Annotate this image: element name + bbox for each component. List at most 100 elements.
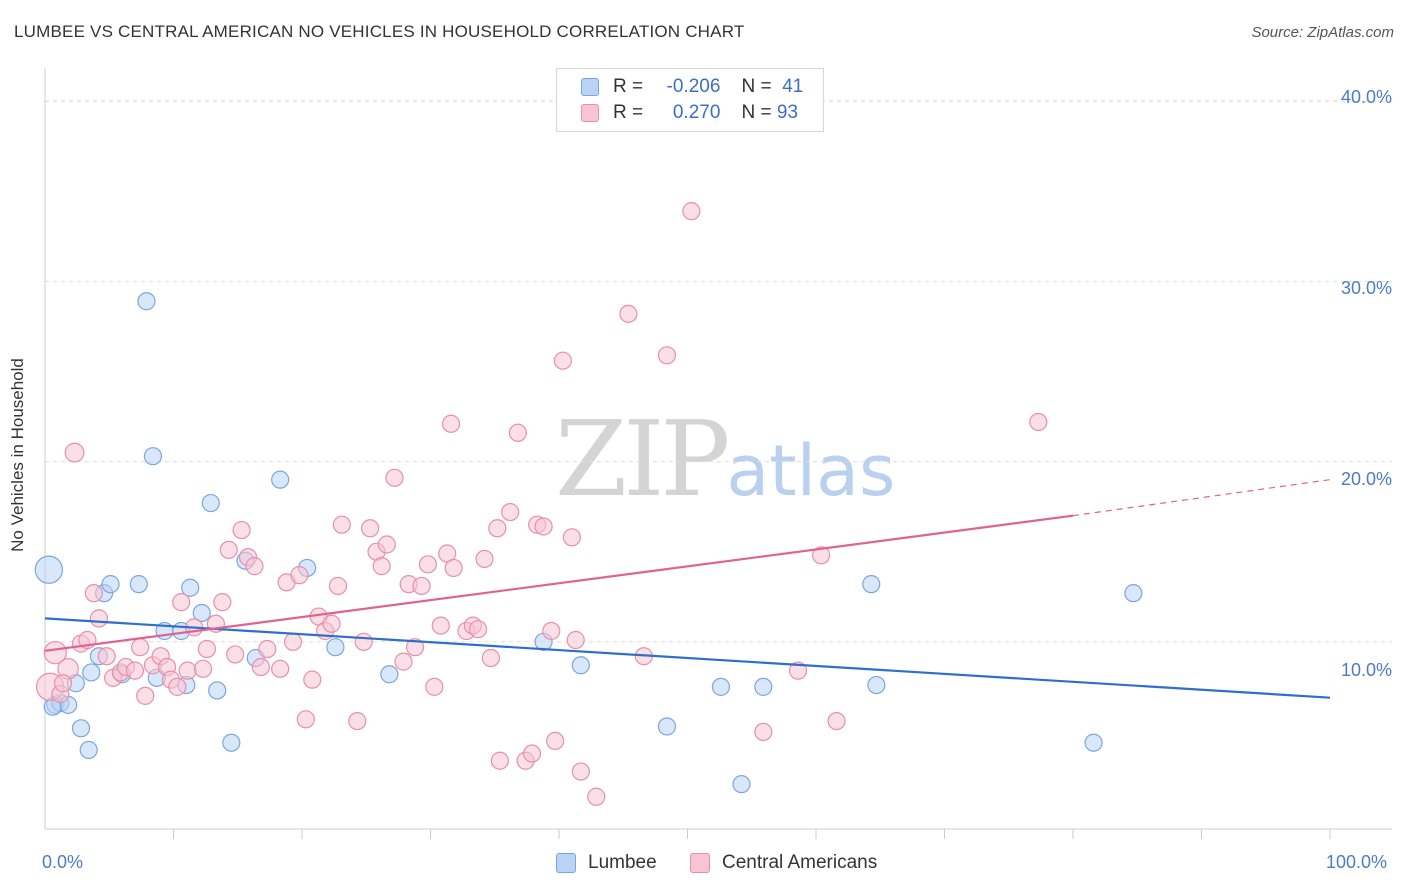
central-americans-point — [394, 652, 413, 671]
lumbee-legend-label: Lumbee — [588, 852, 657, 873]
lumbee-points — [34, 292, 1143, 794]
central-americans-point — [168, 677, 187, 696]
central-trend-line — [44, 514, 1074, 652]
lumbee-point — [208, 681, 227, 700]
lumbee-point — [34, 555, 64, 584]
watermark-atlas: atlas — [726, 430, 896, 512]
lumbee-point — [657, 717, 677, 736]
y-tick-20: 20.0% — [1340, 469, 1392, 489]
lumbee-point — [137, 292, 156, 311]
legend-n-label: N = — [741, 102, 772, 123]
lumbee-point — [326, 638, 345, 657]
central-americans-point — [328, 576, 348, 596]
central-americans-point — [377, 535, 396, 554]
central-americans-point — [193, 659, 213, 678]
lumbee-point — [380, 665, 399, 684]
central-americans-point — [418, 555, 438, 574]
central-americans-point — [812, 546, 831, 565]
central-americans-point — [172, 593, 191, 612]
source-label: Source: ZipAtlas.com — [1251, 24, 1394, 41]
central-americans-point — [296, 710, 315, 729]
lumbee-swatch — [581, 78, 599, 96]
central-americans-point — [754, 722, 773, 742]
central-americans-point — [827, 711, 846, 731]
central-americans-point — [322, 614, 341, 633]
central-americans-point — [1029, 412, 1048, 432]
central-americans-points — [35, 202, 1048, 806]
legend-r-label: R = — [613, 102, 644, 123]
central-americans-point — [587, 787, 606, 806]
central-americans-point — [788, 661, 808, 680]
legend-row-lumbee: R = -0.206 N = 41 — [581, 74, 803, 100]
lumbee-point — [271, 470, 290, 489]
lumbee-point — [862, 575, 881, 594]
legend-n-value: 93 — [776, 102, 799, 123]
central-americans-point — [245, 557, 264, 576]
lumbee-point — [1084, 733, 1103, 752]
lumbee-point — [143, 447, 163, 466]
central-americans-point — [64, 442, 85, 463]
central-americans-point — [84, 584, 103, 603]
legend-row-central: R = 0.270 N = 93 — [581, 100, 798, 126]
central-americans-point — [682, 202, 701, 221]
lumbee-point — [82, 663, 101, 682]
central-americans-point — [508, 423, 527, 442]
central-americans-point — [354, 632, 373, 651]
legend-r-value: 0.270 — [672, 102, 721, 123]
central-americans-point — [431, 616, 450, 635]
central-americans-point — [490, 751, 509, 770]
central-americans-point — [136, 686, 155, 705]
lumbee-point — [571, 656, 590, 675]
central-swatch — [581, 104, 599, 122]
legend-n-label: N = — [741, 76, 772, 97]
x-tick-0: 0.0% — [42, 852, 84, 872]
central-americans-point — [488, 519, 507, 538]
y-tick-10: 10.0% — [1340, 660, 1392, 680]
lumbee-point — [754, 677, 773, 696]
central-americans-point — [546, 731, 565, 751]
central-americans-point — [534, 517, 553, 536]
legend-item-lumbee: Lumbee — [556, 852, 657, 874]
legend-r-label: R = — [613, 76, 644, 97]
chart-title: LUMBEE VS CENTRAL AMERICAN NO VEHICLES I… — [14, 22, 745, 41]
central-trend-extension — [1072, 479, 1331, 517]
central-americans-point — [522, 744, 542, 763]
central-americans-point — [271, 659, 290, 678]
axes — [44, 68, 1392, 839]
central-americans-point — [251, 657, 270, 677]
central-americans-point — [571, 762, 590, 781]
central-americans-point — [619, 304, 638, 323]
central-americans-point — [130, 638, 150, 657]
legend-r-value: -0.206 — [666, 76, 721, 97]
central-legend-swatch — [690, 853, 710, 873]
central-americans-point — [441, 414, 461, 433]
lumbee-point — [129, 575, 148, 594]
central-americans-point — [213, 593, 232, 612]
central-americans-point — [385, 468, 404, 487]
watermark: ZIPatlas — [555, 398, 895, 520]
central-americans-point — [412, 576, 431, 596]
central-legend-label: Central Americans — [722, 852, 878, 873]
central-americans-point — [197, 639, 217, 659]
lumbee-point — [101, 575, 120, 594]
central-americans-point — [444, 558, 463, 578]
x-tick-100: 100.0% — [1326, 852, 1388, 872]
lumbee-trend-line — [44, 617, 1331, 699]
y-tick-30: 30.0% — [1340, 278, 1392, 298]
central-americans-point — [542, 621, 561, 641]
lumbee-point — [732, 775, 751, 794]
lumbee-point — [711, 677, 731, 696]
central-americans-point — [303, 670, 322, 689]
central-americans-point — [425, 677, 444, 696]
legend-n-value: 41 — [782, 76, 804, 97]
central-americans-point — [372, 557, 391, 576]
central-americans-point — [566, 630, 585, 650]
central-americans-point — [43, 640, 67, 665]
central-americans-point — [657, 346, 677, 365]
lumbee-point — [867, 675, 886, 695]
central-americans-point — [468, 620, 488, 639]
lumbee-point — [181, 578, 200, 597]
central-americans-point — [405, 638, 425, 657]
central-americans-point — [125, 661, 145, 680]
